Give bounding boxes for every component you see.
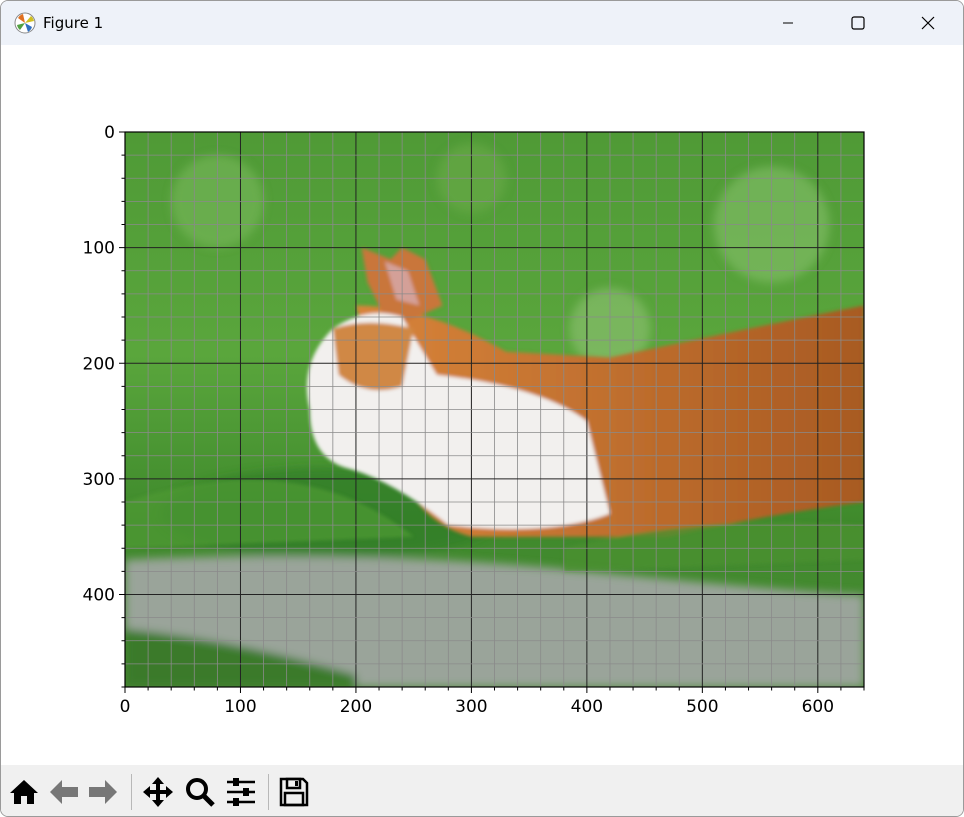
forward-button[interactable] <box>86 775 120 809</box>
matplotlib-icon <box>14 12 36 34</box>
back-button[interactable] <box>47 775 81 809</box>
y-tick-label: 300 <box>83 470 115 490</box>
home-button[interactable] <box>7 775 41 809</box>
close-icon <box>921 16 935 30</box>
x-tick-label: 200 <box>340 697 372 717</box>
y-tick-label: 200 <box>83 354 115 374</box>
configure-subplots-icon <box>227 778 255 806</box>
navigation-toolbar <box>1 765 963 816</box>
figure-canvas[interactable]: 0 100 200 300 400 500 600 0 100 200 300 400 <box>1 45 963 765</box>
x-tick-label: 0 <box>120 697 131 717</box>
x-tick-label: 400 <box>571 697 603 717</box>
y-tick-label: 400 <box>83 586 115 606</box>
save-button[interactable] <box>277 775 311 809</box>
x-tick-label: 600 <box>802 697 834 717</box>
pan-button[interactable] <box>141 775 175 809</box>
minimize-button[interactable] <box>753 1 823 45</box>
maximize-button[interactable] <box>823 1 893 45</box>
x-tick-label: 300 <box>455 697 487 717</box>
toolbar-separator <box>268 774 269 810</box>
zoom-button[interactable] <box>183 775 217 809</box>
x-tick-label: 500 <box>686 697 718 717</box>
save-icon <box>279 777 309 807</box>
toolbar-separator <box>131 774 132 810</box>
configure-subplots-button[interactable] <box>224 775 258 809</box>
maximize-icon <box>851 16 865 30</box>
window-title: Figure 1 <box>43 14 104 32</box>
pan-icon <box>143 777 173 807</box>
minimize-icon <box>783 22 793 24</box>
y-tick-label: 0 <box>104 123 115 143</box>
forward-icon <box>89 780 117 804</box>
back-icon <box>50 780 78 804</box>
zoom-icon <box>186 778 215 807</box>
close-button[interactable] <box>893 1 963 45</box>
title-bar: Figure 1 <box>1 1 963 45</box>
y-tick-label: 100 <box>83 239 115 259</box>
x-tick-label: 100 <box>224 697 256 717</box>
home-icon <box>10 780 38 804</box>
image-axes[interactable]: 0 100 200 300 400 500 600 0 100 200 300 400 <box>1 45 963 765</box>
